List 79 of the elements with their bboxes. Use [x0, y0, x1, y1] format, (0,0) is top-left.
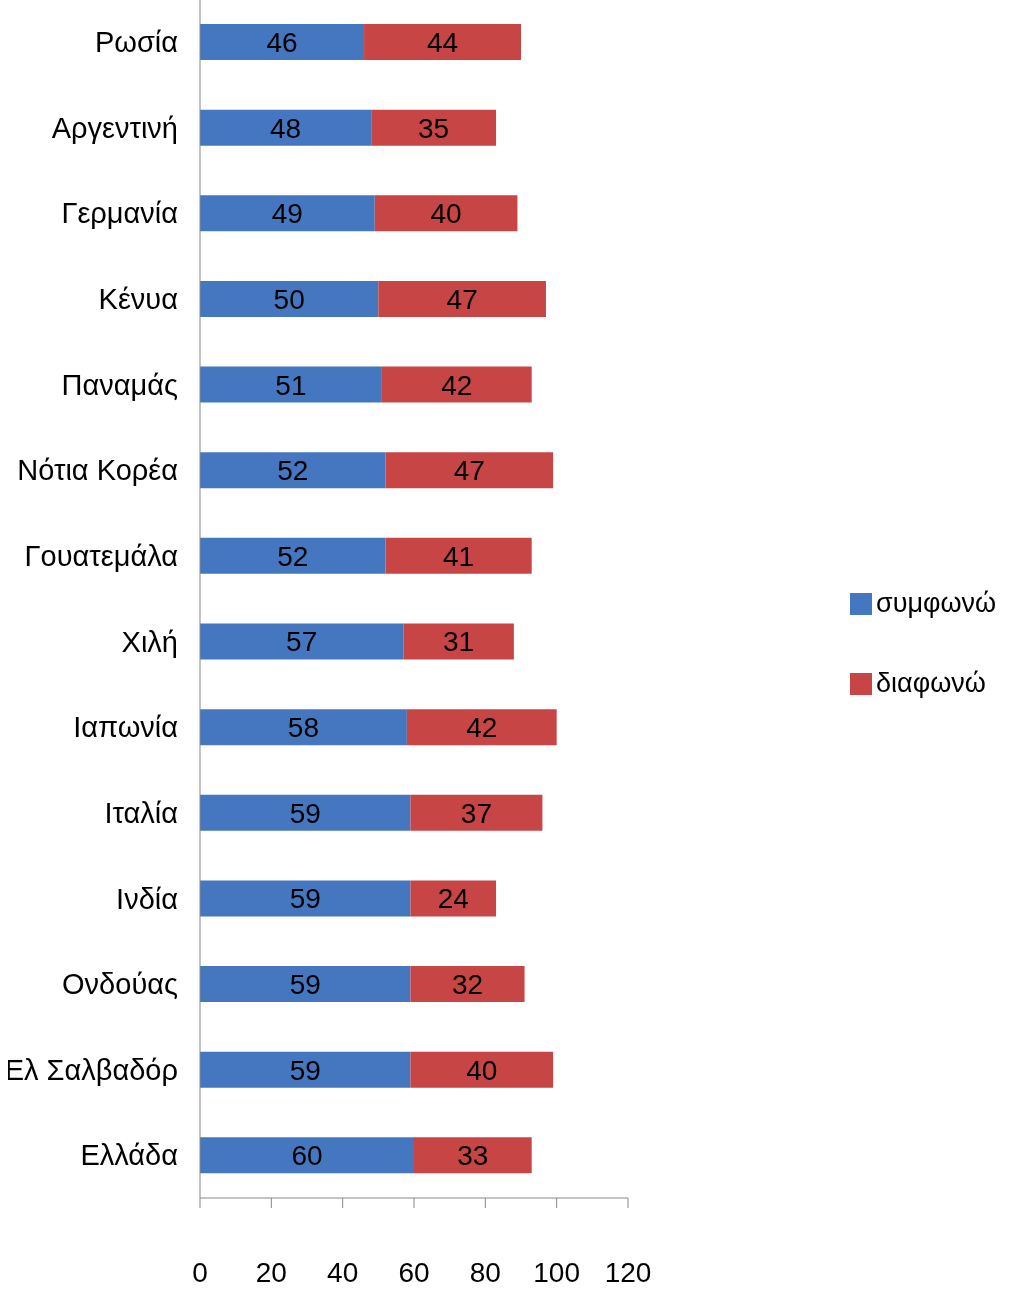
bar — [200, 280, 379, 317]
bar — [385, 537, 532, 574]
data-label: 59 — [289, 1054, 321, 1086]
bar — [410, 794, 543, 831]
bar — [200, 109, 372, 146]
bar — [200, 623, 404, 660]
x-tick-label: 0 — [192, 1256, 208, 1288]
x-tick-label: 120 — [604, 1256, 652, 1288]
bar — [385, 452, 554, 489]
bar — [403, 623, 514, 660]
bar — [200, 794, 411, 831]
data-label: 40 — [430, 198, 462, 230]
x-tick-label: 100 — [533, 1256, 581, 1288]
y-tick-label: Ρωσία — [94, 26, 178, 59]
bar — [200, 880, 411, 917]
data-label: 52 — [277, 455, 309, 487]
data-label: 48 — [270, 112, 302, 144]
bar — [200, 537, 386, 574]
bar — [381, 366, 532, 403]
bar — [200, 709, 407, 746]
data-label: 35 — [418, 112, 450, 144]
data-label: 59 — [289, 969, 321, 1001]
y-tick-label: Ιταλία — [104, 796, 178, 829]
data-label: 52 — [277, 540, 309, 572]
bar — [200, 452, 386, 489]
legend-label: διαφωνώ — [876, 667, 986, 698]
bar — [410, 880, 497, 917]
y-tick-label: Ελ Σαλβαδόρ — [4, 1053, 178, 1086]
bar — [200, 1051, 411, 1088]
y-tick-label: Χιλή — [121, 625, 178, 658]
bar — [200, 366, 382, 403]
bar — [378, 280, 546, 317]
y-tick-label: Ινδία — [116, 882, 178, 915]
data-label: 47 — [446, 283, 478, 315]
bar — [414, 1137, 532, 1174]
x-tick-label: 20 — [255, 1256, 287, 1288]
data-label: 47 — [453, 455, 485, 487]
data-label: 32 — [451, 969, 484, 1001]
bar — [200, 966, 411, 1003]
y-tick-label: Κένυα — [98, 283, 178, 316]
data-label: 50 — [273, 283, 305, 315]
data-label: 24 — [437, 883, 469, 915]
data-label: 44 — [426, 26, 459, 58]
bar — [371, 109, 497, 146]
data-label: 60 — [291, 1140, 323, 1172]
y-tick-label: Ελλάδα — [80, 1139, 178, 1172]
data-label: 40 — [466, 1054, 498, 1086]
data-label: 42 — [466, 712, 498, 744]
data-label: 41 — [443, 540, 475, 572]
x-tick-label: 40 — [327, 1256, 359, 1288]
bar — [200, 1137, 414, 1174]
y-tick-label: Νότια Κορέα — [17, 454, 178, 487]
data-label: 51 — [275, 369, 307, 401]
data-label: 57 — [286, 626, 318, 658]
y-tick-label: Παναμάς — [61, 368, 179, 401]
bar — [200, 24, 365, 60]
data-label: 31 — [443, 626, 475, 658]
y-tick-label: Γερμανία — [61, 197, 178, 230]
y-tick-label: Ιαπωνία — [73, 711, 178, 744]
data-label: 42 — [441, 369, 473, 401]
x-tick-label: 60 — [398, 1256, 430, 1288]
bar — [364, 24, 521, 60]
y-tick-label: Ονδούας — [62, 968, 179, 1001]
bar — [200, 195, 375, 232]
y-tick-label: Αργεντινή — [51, 111, 178, 144]
bar — [374, 195, 518, 232]
data-label: 37 — [460, 797, 492, 829]
legend-label: συμφωνώ — [876, 587, 997, 618]
data-label: 33 — [457, 1140, 489, 1172]
x-tick-label: 80 — [469, 1256, 501, 1288]
data-label: 49 — [271, 198, 303, 230]
data-label: 58 — [287, 712, 320, 744]
bar — [406, 709, 557, 746]
data-label: 46 — [266, 26, 298, 58]
bar — [410, 966, 525, 1003]
data-label: 59 — [289, 797, 321, 829]
y-tick-label: Γουατεμάλα — [24, 539, 178, 572]
bar — [410, 1051, 554, 1088]
data-label: 59 — [289, 883, 321, 915]
